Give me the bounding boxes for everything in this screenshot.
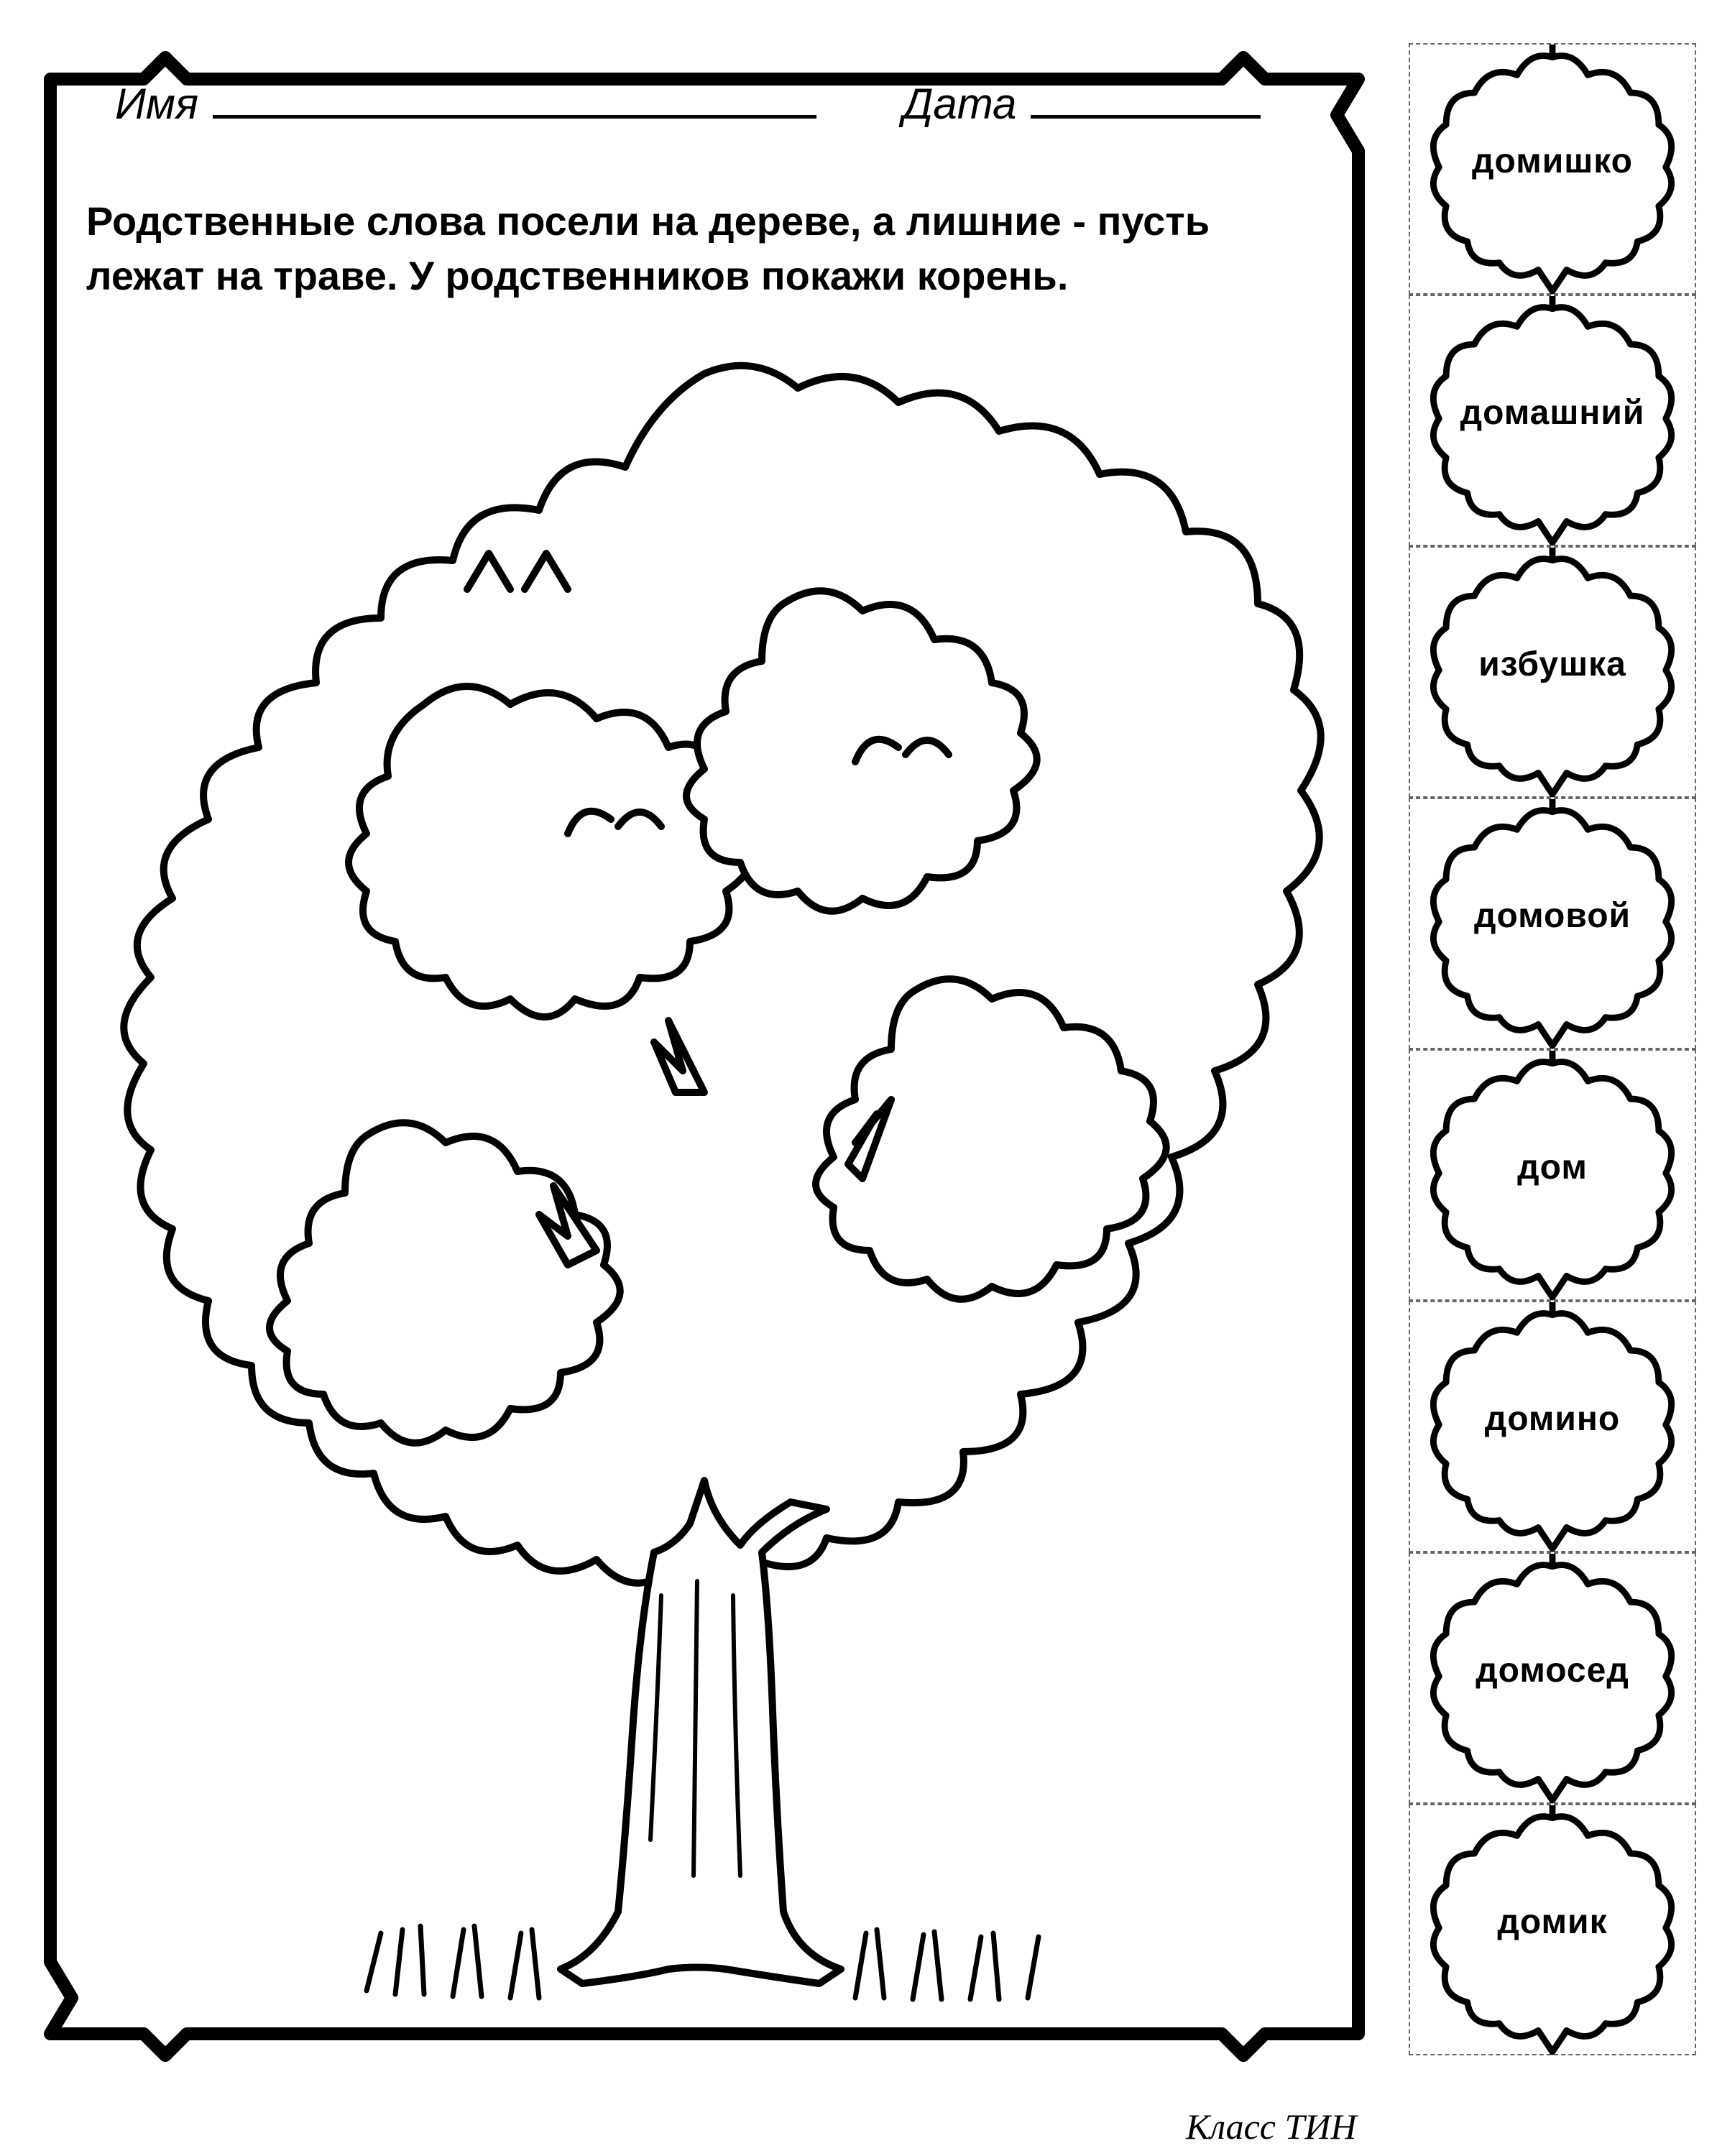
- leaf-card[interactable]: избушка: [1409, 546, 1696, 798]
- name-input-line[interactable]: [213, 90, 816, 119]
- name-label: Имя: [115, 79, 198, 129]
- signature-text: Класс ТИН: [1186, 2106, 1357, 2147]
- leaf-card[interactable]: домашний: [1409, 295, 1696, 546]
- page-root: Имя Дата Родственные слова посели на дер…: [0, 0, 1717, 2156]
- leaf-card[interactable]: домино: [1409, 1301, 1696, 1552]
- leaf-label: домовой: [1410, 896, 1695, 936]
- worksheet: Имя Дата Родственные слова посели на дер…: [22, 22, 1387, 2091]
- tree-illustration: [65, 331, 1344, 2027]
- leaf-label: домино: [1410, 1399, 1695, 1439]
- leaf-label: домик: [1410, 1902, 1695, 1942]
- leaf-label: домишко: [1410, 142, 1695, 181]
- instruction-text: Родственные слова посели на дереве, а ли…: [86, 194, 1322, 303]
- leaf-label: избушка: [1410, 645, 1695, 684]
- leaf-label: домашний: [1410, 393, 1695, 433]
- leaf-sidebar: домишко домашний избушка домовой дом дом…: [1409, 43, 1696, 2055]
- date-label: Дата: [903, 79, 1016, 129]
- leaf-card[interactable]: домосед: [1409, 1552, 1696, 1804]
- leaf-label: дом: [1410, 1148, 1695, 1187]
- worksheet-header: Имя Дата: [115, 79, 1294, 165]
- leaf-card[interactable]: домик: [1409, 1804, 1696, 2055]
- leaf-card[interactable]: домишко: [1409, 43, 1696, 295]
- leaf-card[interactable]: домовой: [1409, 798, 1696, 1049]
- leaf-card[interactable]: дом: [1409, 1049, 1696, 1301]
- date-input-line[interactable]: [1031, 90, 1261, 119]
- leaf-label: домосед: [1410, 1651, 1695, 1690]
